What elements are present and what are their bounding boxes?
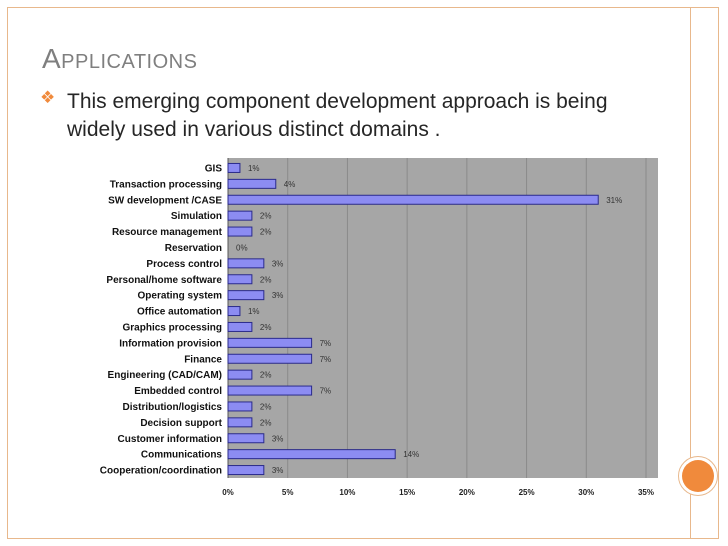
data-label: 3% <box>272 434 284 443</box>
data-label: 2% <box>260 275 272 284</box>
category-label: Cooperation/coordination <box>100 466 222 477</box>
slide-frame <box>7 7 719 539</box>
data-label: 2% <box>260 212 272 221</box>
category-label: Decision support <box>140 418 222 429</box>
bar <box>227 258 265 269</box>
category-label: Distribution/logistics <box>123 402 223 413</box>
bar <box>227 321 253 332</box>
category-label: Simulation <box>171 211 222 222</box>
x-tick-label: 0% <box>222 488 234 497</box>
plot-area <box>228 158 658 478</box>
data-label: 2% <box>260 323 272 332</box>
category-label: Reservation <box>165 243 222 254</box>
category-label: Resource management <box>112 227 223 238</box>
bar <box>227 306 241 317</box>
bar <box>227 433 265 444</box>
orange-bullet-icon: ❖ <box>40 88 56 107</box>
bar <box>227 178 277 189</box>
data-label: 7% <box>320 387 332 396</box>
bar <box>227 226 253 237</box>
data-label: 3% <box>272 291 284 300</box>
data-label: 3% <box>272 259 284 268</box>
x-tick-label: 35% <box>638 488 654 497</box>
bar <box>227 353 313 364</box>
bar <box>227 465 265 476</box>
data-label: 31% <box>606 196 622 205</box>
slide-title: Applications <box>42 43 197 75</box>
data-label: 14% <box>403 450 419 459</box>
bar <box>227 274 253 285</box>
x-tick-label: 10% <box>339 488 355 497</box>
x-tick-label: 20% <box>459 488 475 497</box>
bullet-text: This emerging component development appr… <box>67 90 608 141</box>
data-label: 7% <box>320 339 332 348</box>
bar <box>227 194 599 205</box>
x-tick-label: 5% <box>282 488 294 497</box>
data-label: 0% <box>236 243 248 252</box>
data-label: 2% <box>260 418 272 427</box>
data-label: 4% <box>284 180 296 189</box>
category-label: Customer information <box>118 434 222 445</box>
bar <box>227 337 313 348</box>
slide-side-rule <box>690 7 691 539</box>
x-tick-label: 30% <box>578 488 594 497</box>
bar <box>227 417 253 428</box>
data-label: 2% <box>260 402 272 411</box>
slide-accent-circle <box>678 456 718 496</box>
category-label: Office automation <box>137 307 222 318</box>
category-label: Process control <box>146 259 222 270</box>
bar <box>227 449 396 460</box>
category-label: Engineering (CAD/CAM) <box>108 370 222 381</box>
category-label: Finance <box>184 354 222 365</box>
slide-title-text: Applications <box>42 43 198 74</box>
data-label: 1% <box>248 164 260 173</box>
bar <box>227 369 253 380</box>
x-tick-label: 25% <box>519 488 535 497</box>
category-label: Graphics processing <box>123 322 222 333</box>
data-label: 1% <box>248 307 260 316</box>
data-label: 2% <box>260 371 272 380</box>
data-label: 2% <box>260 228 272 237</box>
category-label: Personal/home software <box>106 275 222 286</box>
x-tick-label: 15% <box>399 488 415 497</box>
category-label: Operating system <box>138 291 223 302</box>
category-label: Information provision <box>119 338 222 349</box>
category-label: SW development /CASE <box>108 195 222 206</box>
data-label: 3% <box>272 466 284 475</box>
bar <box>227 210 253 221</box>
bar <box>227 385 313 396</box>
bar <box>227 162 241 173</box>
category-label: Communications <box>141 450 223 461</box>
category-label: Transaction processing <box>110 179 222 190</box>
category-label: Embedded control <box>134 386 222 397</box>
bar <box>227 401 253 412</box>
category-label: GIS <box>205 163 223 174</box>
domains-bar-chart: GIS Transaction processing SW development … <box>100 158 658 497</box>
data-label: 7% <box>320 355 332 364</box>
bar <box>227 290 265 301</box>
